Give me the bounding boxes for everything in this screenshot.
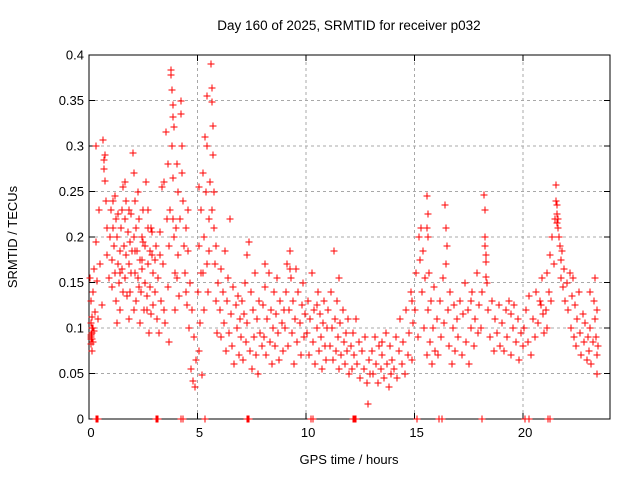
x-tick-label: 10 — [301, 425, 315, 440]
y-tick-label: 0.25 — [59, 184, 84, 199]
y-tick-label: 0.15 — [59, 275, 84, 290]
y-tick-label: 0.1 — [66, 321, 84, 336]
y-axis-label: SRMTID / TECUs — [5, 185, 20, 288]
y-tick-label: 0.4 — [66, 48, 84, 63]
y-tick-label: 0 — [77, 412, 84, 427]
x-tick-label: 0 — [87, 425, 94, 440]
x-tick-label: 20 — [518, 425, 532, 440]
tick-label-layer: 0 5 10 15 20 0 0.05 0.1 0.15 0.2 0.25 0.3 0.35 0.4 — [59, 48, 533, 441]
scatter-points — [86, 60, 602, 423]
x-tick-label: 15 — [409, 425, 423, 440]
series-SRMTID — [86, 60, 602, 423]
grid-layer — [89, 55, 610, 419]
y-tick-label: 0.3 — [66, 139, 84, 154]
y-tick-label: 0.05 — [59, 366, 84, 381]
x-axis-label: GPS time / hours — [300, 452, 399, 467]
y-tick-label: 0.35 — [59, 93, 84, 108]
chart-title: Day 160 of 2025, SRMTID for receiver p03… — [217, 18, 480, 33]
x-tick-label: 5 — [196, 425, 203, 440]
y-tick-label: 0.2 — [66, 230, 84, 245]
